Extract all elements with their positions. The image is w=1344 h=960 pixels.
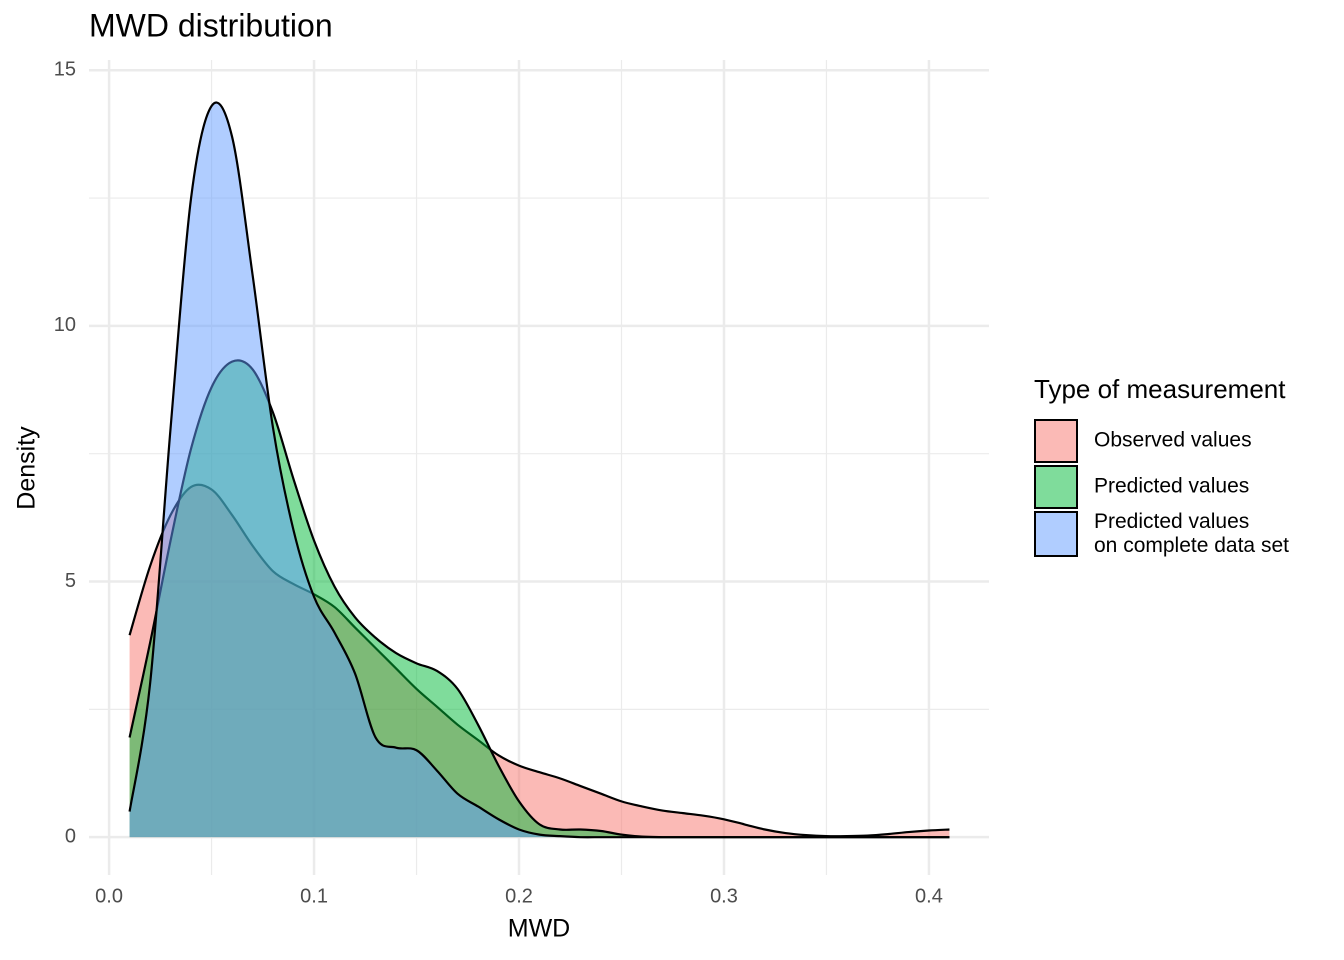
y-axis-label: Density — [13, 426, 41, 510]
legend-label: Predicted values — [1094, 475, 1249, 498]
legend-title: Type of measurement — [1034, 374, 1286, 404]
density-line — [128, 101, 950, 839]
density-area — [129, 102, 950, 838]
legend-key — [1034, 465, 1078, 509]
x-tick-label: 0.3 — [710, 885, 738, 907]
chart-title: MWD distribution — [89, 7, 333, 43]
y-tick-label: 5 — [65, 570, 76, 592]
y-tick-label: 0 — [65, 825, 76, 847]
x-tick-label: 0.0 — [95, 885, 123, 907]
x-axis-label: MWD — [508, 915, 570, 943]
legend-label: Predicted values on complete data set — [1094, 510, 1289, 557]
x-tick-label: 0.4 — [915, 885, 943, 907]
y-tick-label: 15 — [54, 59, 76, 81]
legend-label: Observed values — [1094, 429, 1252, 452]
y-tick-label: 10 — [54, 314, 76, 336]
legend-key — [1034, 511, 1078, 557]
x-tick-label: 0.1 — [300, 885, 328, 907]
legend-key — [1034, 419, 1078, 463]
x-tick-label: 0.2 — [505, 885, 533, 907]
